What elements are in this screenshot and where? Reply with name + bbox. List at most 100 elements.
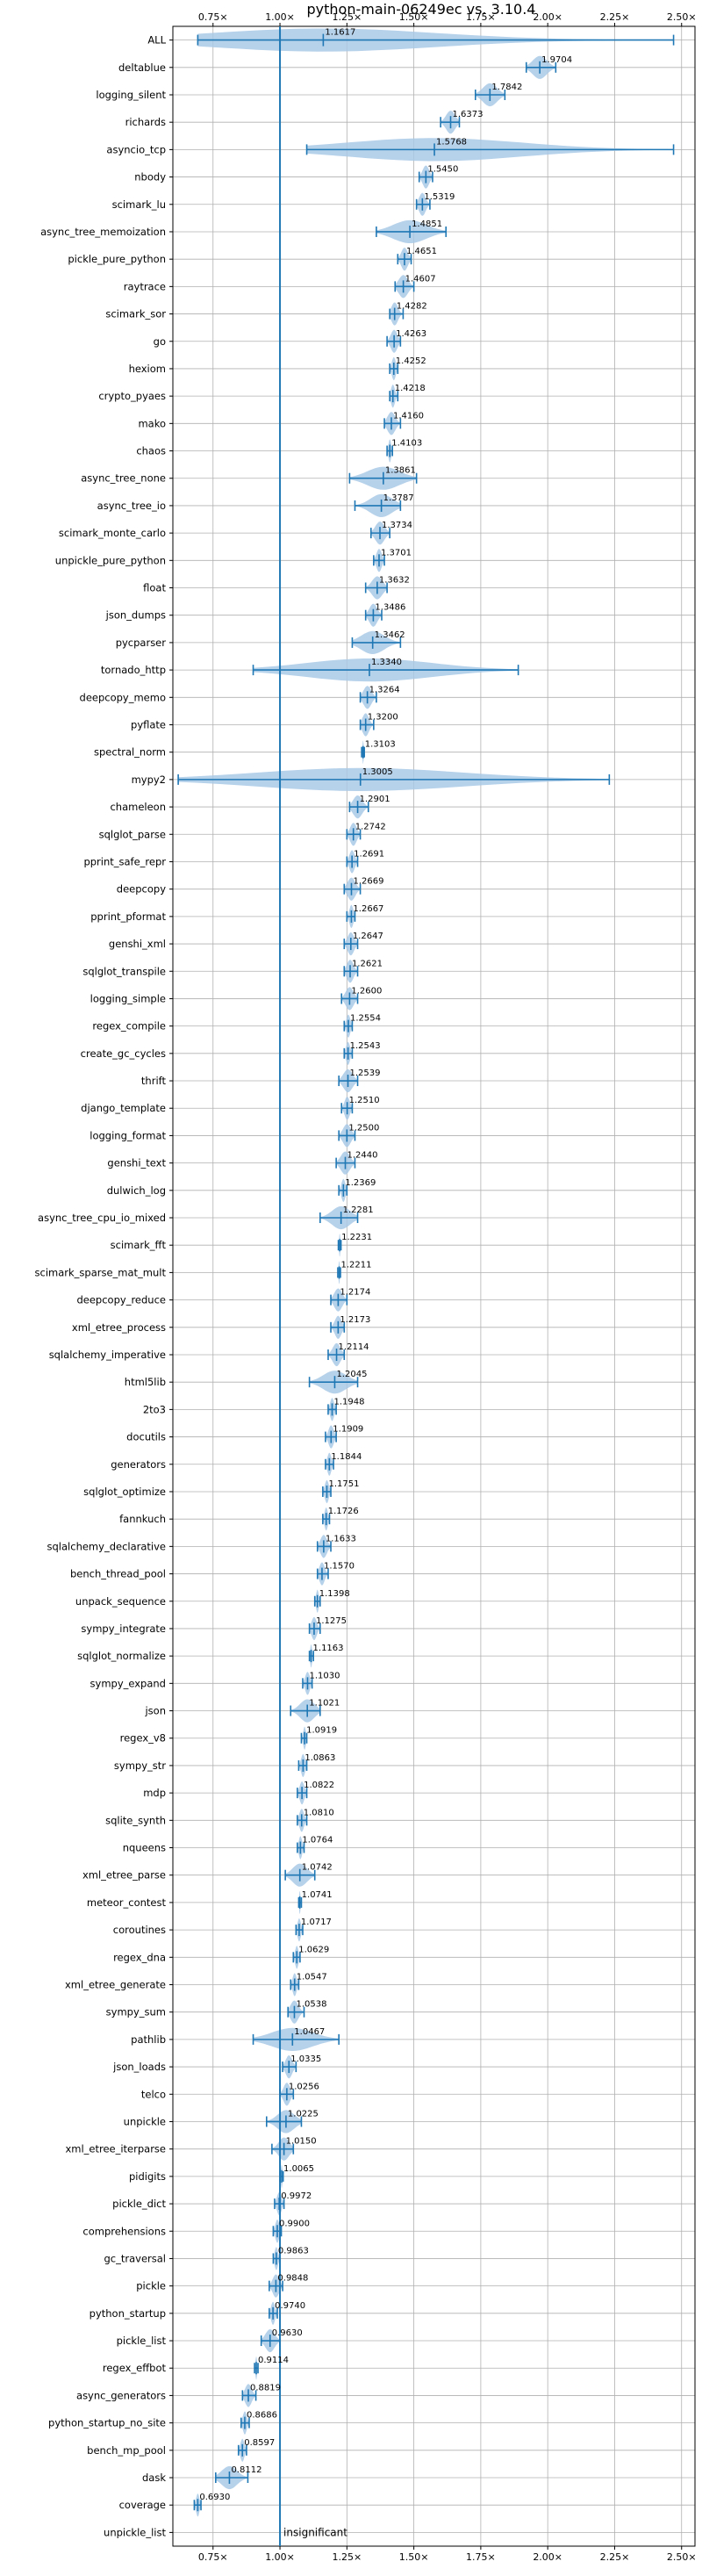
benchmark-label: raytrace bbox=[124, 280, 166, 292]
x-tick-label-bottom: 2.50× bbox=[667, 2551, 697, 2563]
benchmark-label: regex_effbot bbox=[103, 2362, 167, 2374]
benchmark-label: python_startup_no_site bbox=[48, 2417, 166, 2429]
benchmark-label: dask bbox=[142, 2472, 166, 2484]
benchmark-label: nbody bbox=[134, 171, 166, 183]
value-label: 1.0335 bbox=[290, 2054, 321, 2064]
value-label: 1.0256 bbox=[289, 2082, 319, 2091]
value-label: 0.8597 bbox=[244, 2438, 275, 2448]
benchmark-label: pickle_dict bbox=[112, 2198, 166, 2210]
value-label: 0.6930 bbox=[199, 2493, 230, 2502]
value-label: 1.1948 bbox=[333, 1397, 364, 1407]
value-label: 1.2667 bbox=[353, 904, 383, 914]
x-tick-label-top: 1.00× bbox=[265, 11, 295, 23]
benchmark-label: gc_traversal bbox=[104, 2252, 167, 2264]
value-label: 1.2281 bbox=[343, 1205, 374, 1215]
value-label: 1.4282 bbox=[397, 302, 427, 312]
value-label: 1.0919 bbox=[306, 1726, 337, 1736]
benchmark-label: xml_etree_generate bbox=[65, 1978, 166, 1990]
value-label: 1.1909 bbox=[333, 1425, 363, 1435]
value-label: 1.2554 bbox=[350, 1014, 381, 1024]
value-label: 1.1021 bbox=[309, 1699, 340, 1709]
value-label: 1.2669 bbox=[353, 877, 383, 887]
value-label: 1.0538 bbox=[296, 2000, 326, 2010]
value-label: 1.2173 bbox=[340, 1315, 370, 1325]
value-label: 1.3103 bbox=[365, 740, 396, 750]
value-label: 1.7842 bbox=[491, 83, 522, 92]
value-label: 1.2621 bbox=[352, 959, 383, 968]
value-label: 0.9848 bbox=[277, 2274, 308, 2284]
benchmark-label: spectral_norm bbox=[94, 746, 166, 759]
value-label: 1.2045 bbox=[336, 1370, 367, 1379]
value-label: 1.4607 bbox=[405, 274, 436, 284]
x-tick-label-bottom: 1.00× bbox=[265, 2551, 295, 2563]
benchmark-label: coroutines bbox=[113, 1924, 166, 1936]
benchmark-label: tornado_http bbox=[101, 664, 166, 676]
benchmark-label: scimark_lu bbox=[112, 198, 166, 211]
benchmark-label: logging_format bbox=[90, 1129, 166, 1141]
chart-title: python-main-06249ec vs. 3.10.4 bbox=[307, 1, 536, 18]
x-tick-label-bottom: 2.25× bbox=[600, 2551, 630, 2563]
benchmark-label: sqlglot_normalize bbox=[77, 1650, 166, 1662]
benchmark-label: docutils bbox=[126, 1431, 166, 1443]
x-tick-label-top: 1.75× bbox=[466, 11, 496, 23]
value-label: 1.0822 bbox=[304, 1781, 334, 1790]
value-label: 1.2691 bbox=[354, 849, 384, 859]
benchmark-label: 2to3 bbox=[143, 1403, 166, 1415]
benchmark-label: scimark_sparse_mat_mult bbox=[35, 1266, 167, 1278]
benchmark-label: django_template bbox=[81, 1102, 166, 1114]
value-label: 1.0467 bbox=[294, 2027, 325, 2037]
benchmark-label: dulwich_log bbox=[107, 1184, 166, 1197]
benchmark-label: fannkuch bbox=[119, 1513, 166, 1525]
benchmark-label: logging_simple bbox=[90, 992, 166, 1004]
benchmark-label: xml_etree_process bbox=[72, 1321, 166, 1334]
label-layer: 1.1617 1.9704 1.7842 1.6373 1.5768 1.5450 1.53… bbox=[199, 28, 572, 2539]
x-tick-label-top: 2.25× bbox=[600, 11, 630, 23]
benchmark-label: sqlglot_transpile bbox=[82, 965, 166, 977]
benchmark-label: sympy_expand bbox=[90, 1677, 166, 1689]
benchmark-label: mdp bbox=[143, 1787, 166, 1799]
benchmark-label: sympy_integrate bbox=[81, 1623, 166, 1635]
value-label: 0.9900 bbox=[279, 2219, 310, 2228]
value-label: 1.0863 bbox=[304, 1753, 335, 1763]
value-label: 1.3701 bbox=[381, 548, 412, 558]
value-label: 0.8819 bbox=[250, 2383, 281, 2393]
benchmark-label: regex_compile bbox=[92, 1020, 166, 1033]
x-tick-label-bottom: 1.50× bbox=[399, 2551, 429, 2563]
value-label: 1.3861 bbox=[385, 466, 416, 476]
value-label: 1.0629 bbox=[298, 1945, 329, 1954]
value-label: 1.3005 bbox=[362, 767, 393, 777]
value-label: 0.8112 bbox=[231, 2465, 261, 2475]
benchmark-label: sqlglot_parse bbox=[99, 828, 166, 840]
value-label: 1.0717 bbox=[301, 1918, 332, 1927]
value-label: 1.1617 bbox=[325, 28, 355, 38]
benchmark-label: pickle_pure_python bbox=[68, 253, 166, 265]
benchmark-label: pycparser bbox=[116, 637, 167, 649]
benchmark-label: deltablue bbox=[118, 61, 166, 74]
value-label: 1.2369 bbox=[345, 1178, 376, 1188]
benchmark-label: create_gc_cycles bbox=[81, 1047, 166, 1060]
benchmark-label: async_tree_memoization bbox=[40, 226, 166, 238]
x-tick-label-bottom: 1.25× bbox=[332, 2551, 362, 2563]
value-label: 1.4103 bbox=[391, 439, 422, 449]
x-tick-label-top: 1.50× bbox=[399, 11, 429, 23]
benchmark-label: logging_silent bbox=[96, 89, 166, 101]
value-label: 1.3200 bbox=[368, 712, 398, 722]
x-tick-label-top: 1.25× bbox=[332, 11, 362, 23]
benchmark-label: async_tree_cpu_io_mixed bbox=[38, 1212, 166, 1224]
value-label: 1.1844 bbox=[331, 1452, 362, 1462]
value-label: 1.2114 bbox=[339, 1342, 369, 1352]
benchmark-label: hexiom bbox=[129, 363, 166, 375]
benchmark-label: generators bbox=[111, 1458, 166, 1471]
benchmark-label: unpack_sequence bbox=[75, 1595, 166, 1608]
value-label: 1.5319 bbox=[424, 192, 455, 202]
benchmark-label: async_tree_io bbox=[97, 500, 166, 512]
value-label: 1.4851 bbox=[412, 219, 442, 229]
value-label: 1.6373 bbox=[453, 110, 484, 119]
x-tick-label-top: 2.50× bbox=[667, 11, 697, 23]
benchmark-label: sqlalchemy_declarative bbox=[47, 1540, 166, 1552]
benchmark-label: json_dumps bbox=[105, 609, 166, 622]
benchmark-label: pprint_safe_repr bbox=[83, 855, 166, 867]
value-label: 1.2440 bbox=[347, 1151, 378, 1161]
benchmark-label: unpickle bbox=[124, 2115, 166, 2127]
benchmark-label: telco bbox=[141, 2088, 166, 2100]
